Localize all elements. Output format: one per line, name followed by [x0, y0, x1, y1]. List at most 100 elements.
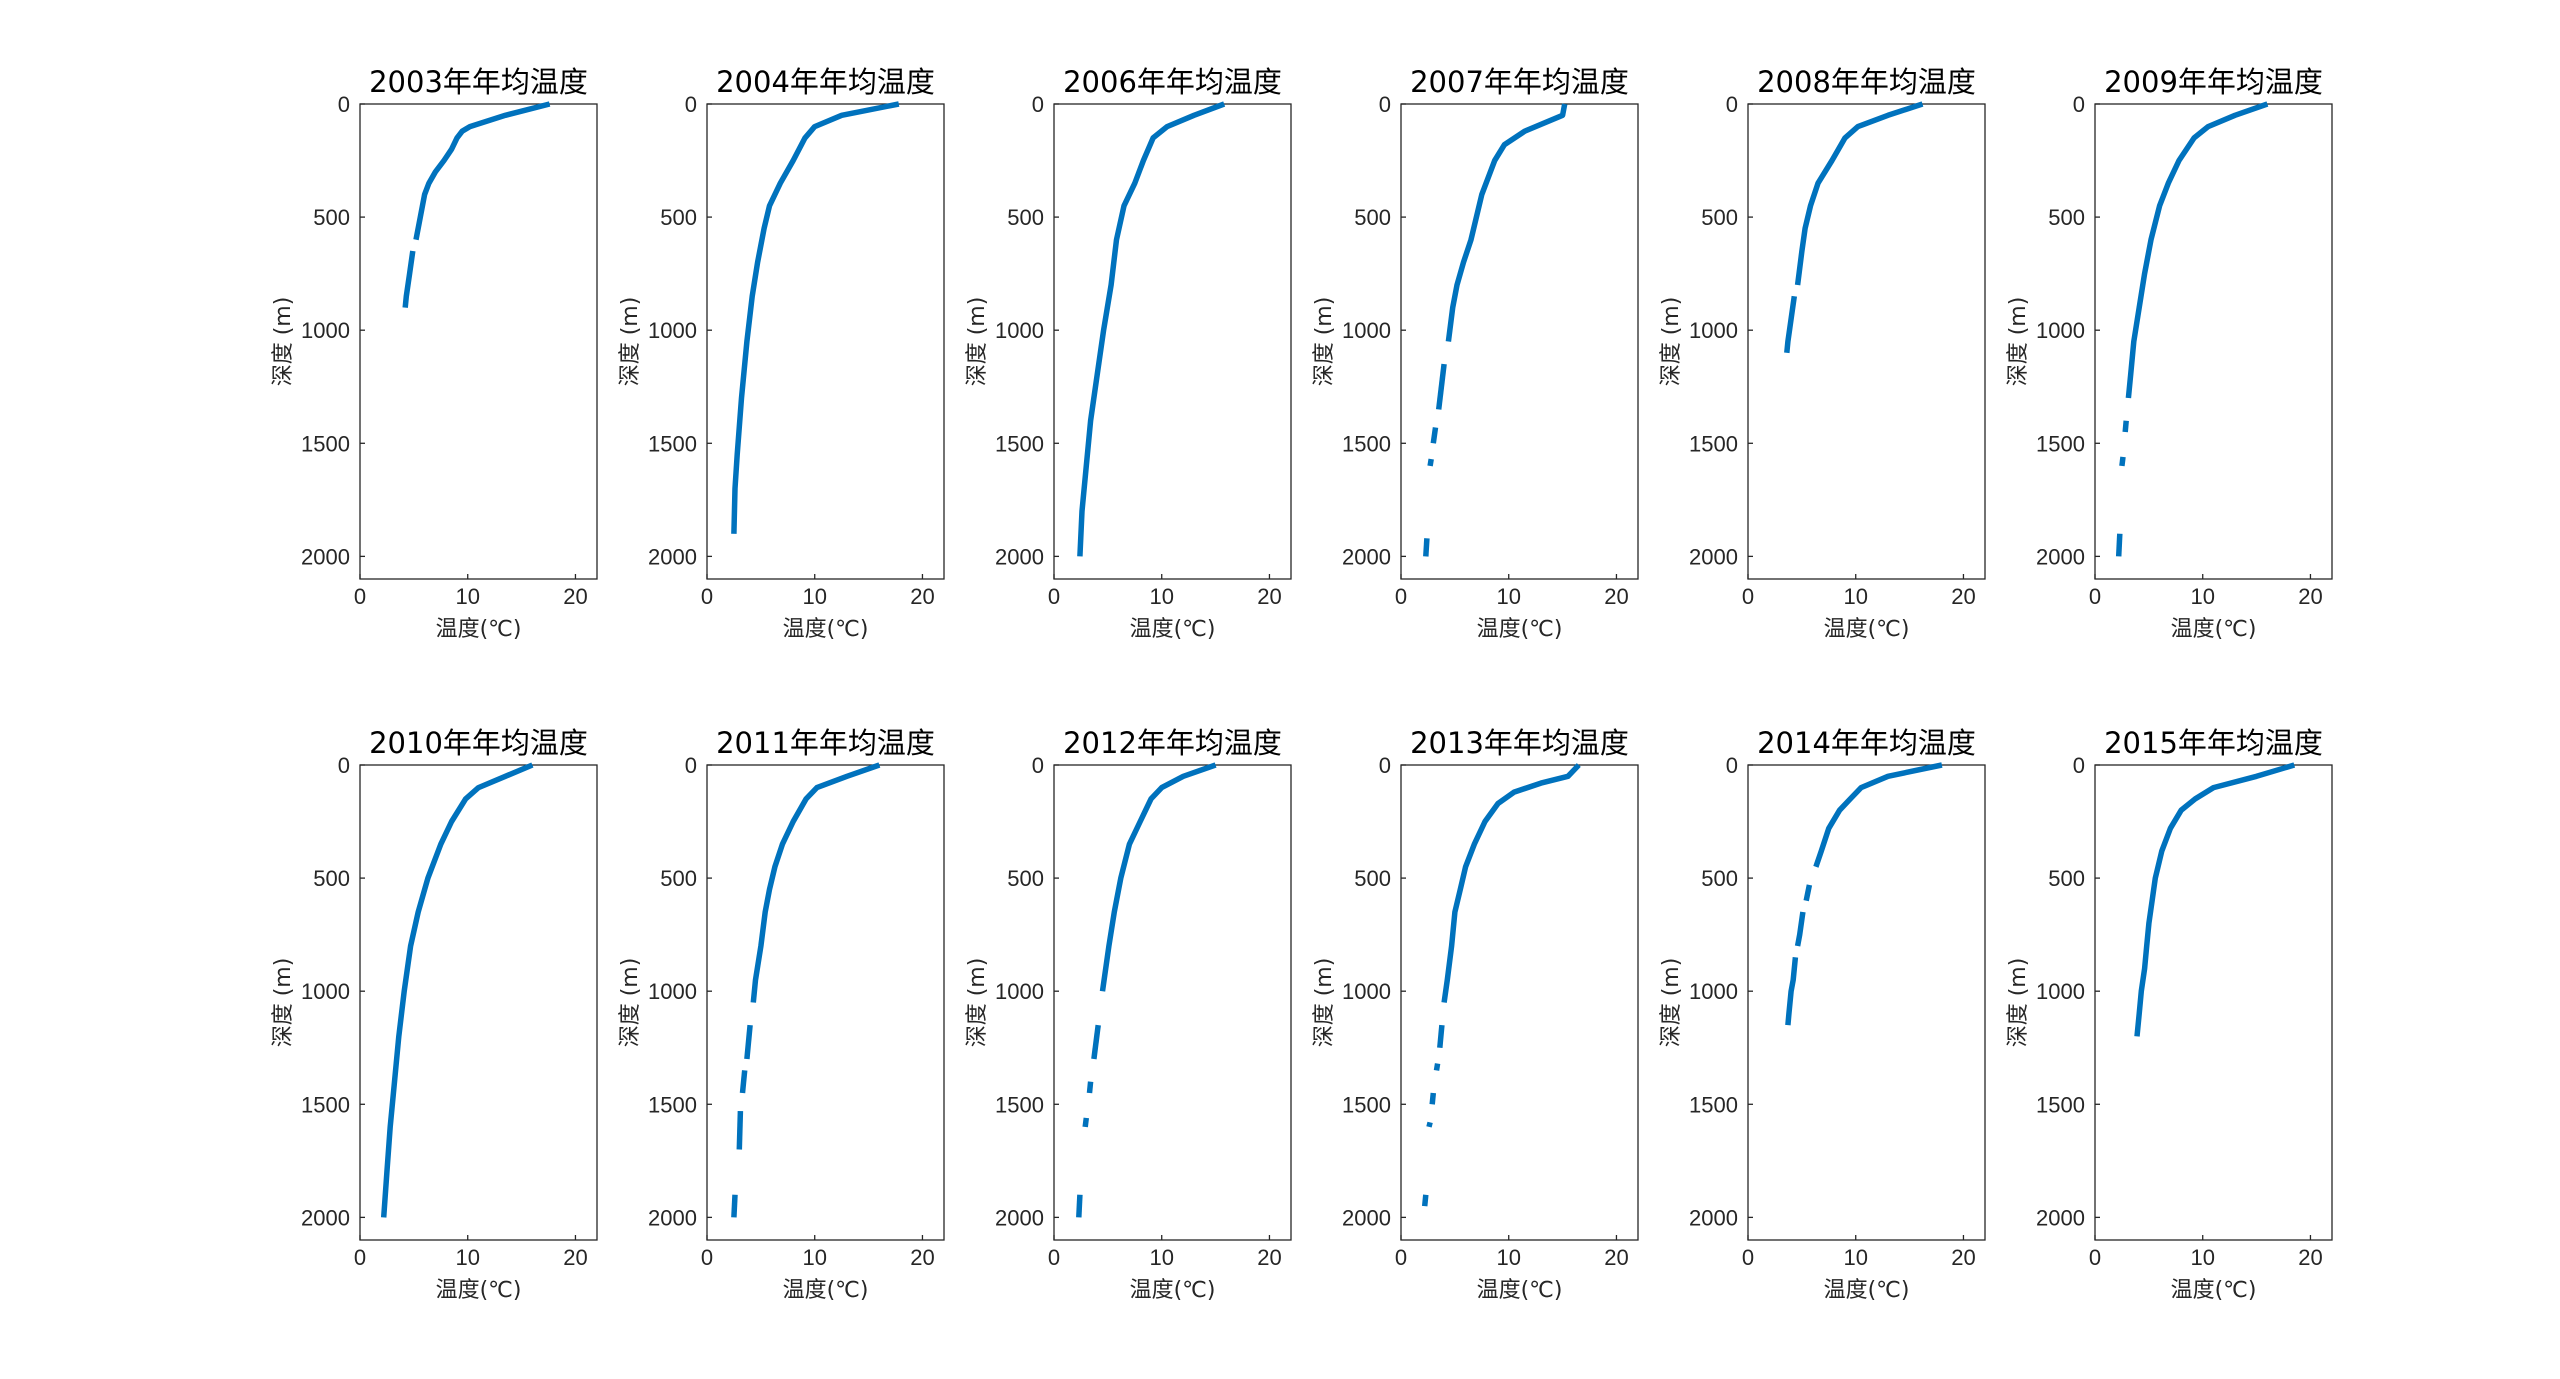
- y-tick-label: 0: [685, 753, 697, 778]
- series-line-segment: [1435, 363, 1447, 410]
- x-tick-label: 10: [1149, 1245, 1173, 1270]
- x-tick-label: 10: [1843, 584, 1867, 609]
- chart-panel: 2010年年均温度 0 10 20 0 500 1000 1500 2000 温度(℃) 深度 (m…: [271, 726, 598, 1303]
- x-tick-label: 0: [1395, 584, 1407, 609]
- x-axis-label: 温度(℃): [1824, 617, 1910, 642]
- axes-box: [2094, 103, 2333, 580]
- chart-title: 2004年年均温度: [716, 65, 935, 99]
- x-tick-label: 20: [563, 1245, 587, 1270]
- chart-panel: 2004年年均温度 0 10 20 0 500 1000 1500 2000 温度(℃) 深度 (m…: [618, 65, 945, 642]
- chart-title: 2008年年均温度: [1757, 65, 1976, 99]
- y-tick-label: 2000: [1689, 1205, 1738, 1230]
- series-line-segment: [2125, 101, 2269, 399]
- chart-title: 2007年年均温度: [1410, 65, 1629, 99]
- axes-box: [1747, 103, 1986, 580]
- y-tick-label: 0: [2073, 753, 2085, 778]
- series-line-segment: [402, 250, 416, 308]
- series-line-segment: [1091, 1024, 1101, 1060]
- x-tick-label: 10: [1496, 584, 1520, 609]
- x-tick-label: 0: [2089, 1245, 2101, 1270]
- x-tick-label: 20: [1951, 1245, 1975, 1270]
- x-axis-label: 温度(℃): [1130, 1278, 1216, 1303]
- x-tick-label: 10: [1496, 1245, 1520, 1270]
- y-tick-label: 1500: [648, 1092, 697, 1117]
- chart-title: 2003年年均温度: [369, 65, 588, 99]
- y-tick-label: 2000: [995, 544, 1044, 569]
- y-tick-label: 0: [1032, 92, 1044, 117]
- axes-box: [1400, 103, 1639, 580]
- x-tick-label: 0: [1048, 584, 1060, 609]
- series-line-segment: [1421, 1194, 1429, 1207]
- x-tick-label: 20: [1257, 1245, 1281, 1270]
- axes-box: [359, 103, 598, 580]
- axes-box: [2094, 764, 2333, 1241]
- chart-panel: 2015年年均温度 0 10 20 0 500 1000 1500 2000 温度(℃) 深度 (m…: [2006, 726, 2333, 1303]
- x-tick-label: 10: [455, 1245, 479, 1270]
- y-tick-label: 0: [1726, 92, 1738, 117]
- axes-box: [1053, 103, 1292, 580]
- chart-panel: 2007年年均温度 0 10 20 0 500 1000 1500 2000 温度(℃) 深度 (m…: [1312, 65, 1639, 642]
- series-line-segment: [1784, 295, 1798, 354]
- y-axis-label: 深度 (m): [965, 958, 990, 1048]
- y-tick-label: 2000: [2036, 1205, 2085, 1230]
- x-tick-label: 20: [1604, 584, 1628, 609]
- series-line-segment: [1437, 1024, 1445, 1048]
- series-line-segment: [731, 1194, 738, 1218]
- x-axis-label: 温度(℃): [1477, 617, 1563, 642]
- x-tick-label: 20: [563, 584, 587, 609]
- x-tick-label: 10: [1149, 584, 1173, 609]
- series-line-segment: [1099, 762, 1217, 992]
- y-axis-label: 深度 (m): [1659, 297, 1684, 387]
- y-tick-label: 500: [1701, 205, 1738, 230]
- y-axis-label: 深度 (m): [2006, 297, 2031, 387]
- series-line-segment: [380, 762, 534, 1218]
- y-tick-label: 1000: [2036, 979, 2085, 1004]
- x-tick-label: 0: [701, 584, 713, 609]
- x-tick-label: 10: [455, 584, 479, 609]
- y-tick-label: 2000: [995, 1205, 1044, 1230]
- y-tick-label: 1000: [2036, 318, 2085, 343]
- series-line-segment: [1445, 103, 1568, 342]
- y-tick-label: 500: [660, 205, 697, 230]
- y-tick-label: 1000: [1342, 979, 1391, 1004]
- series-line-segment: [1427, 458, 1434, 467]
- x-tick-label: 10: [1843, 1245, 1867, 1270]
- x-tick-label: 20: [1257, 584, 1281, 609]
- y-tick-label: 0: [1726, 753, 1738, 778]
- series-line-segment: [1803, 884, 1813, 902]
- series-line-segment: [1423, 538, 1430, 557]
- chart-panel: 2013年年均温度 0 10 20 0 500 1000 1500 2000 温度(℃) 深度 (m…: [1312, 726, 1639, 1303]
- series-line-segment: [1433, 1063, 1441, 1071]
- series-line-segment: [1077, 101, 1226, 557]
- y-tick-label: 1500: [995, 1092, 1044, 1117]
- y-tick-label: 0: [1379, 92, 1391, 117]
- chart-title: 2015年年均温度: [2104, 726, 2323, 760]
- y-tick-label: 2000: [648, 1205, 697, 1230]
- chart-title: 2012年年均温度: [1063, 726, 1282, 760]
- series-line-segment: [1794, 101, 1924, 286]
- x-axis-label: 温度(℃): [1477, 1278, 1563, 1303]
- x-tick-label: 0: [354, 584, 366, 609]
- chart-panel: 2008年年均温度 0 10 20 0 500 1000 1500 2000 温度(℃) 深度 (m…: [1659, 65, 1986, 642]
- series-line-segment: [413, 101, 551, 241]
- chart-title: 2011年年均温度: [716, 726, 935, 760]
- y-tick-label: 500: [1354, 205, 1391, 230]
- x-axis-label: 温度(℃): [436, 617, 522, 642]
- x-axis-label: 温度(℃): [783, 617, 869, 642]
- x-tick-label: 10: [2190, 1245, 2214, 1270]
- y-tick-label: 1000: [995, 979, 1044, 1004]
- y-tick-label: 0: [338, 753, 350, 778]
- series-line-segment: [736, 1111, 744, 1150]
- y-axis-label: 深度 (m): [271, 958, 296, 1048]
- x-tick-label: 0: [1742, 584, 1754, 609]
- chart-panel: 2011年年均温度 0 10 20 0 500 1000 1500 2000 温度(℃) 深度 (m…: [618, 726, 945, 1303]
- chart-panel: 2012年年均温度 0 10 20 0 500 1000 1500 2000 温度(℃) 深度 (m…: [965, 726, 1292, 1303]
- y-tick-label: 0: [1032, 753, 1044, 778]
- y-tick-label: 1500: [2036, 431, 2085, 456]
- y-tick-label: 500: [1007, 205, 1044, 230]
- chart-panel: 2009年年均温度 0 10 20 0 500 1000 1500 2000 温度(℃) 深度 (m…: [2006, 65, 2333, 642]
- x-axis-label: 温度(℃): [436, 1278, 522, 1303]
- y-tick-label: 1000: [1689, 318, 1738, 343]
- y-tick-label: 1500: [648, 431, 697, 456]
- y-tick-label: 500: [1007, 866, 1044, 891]
